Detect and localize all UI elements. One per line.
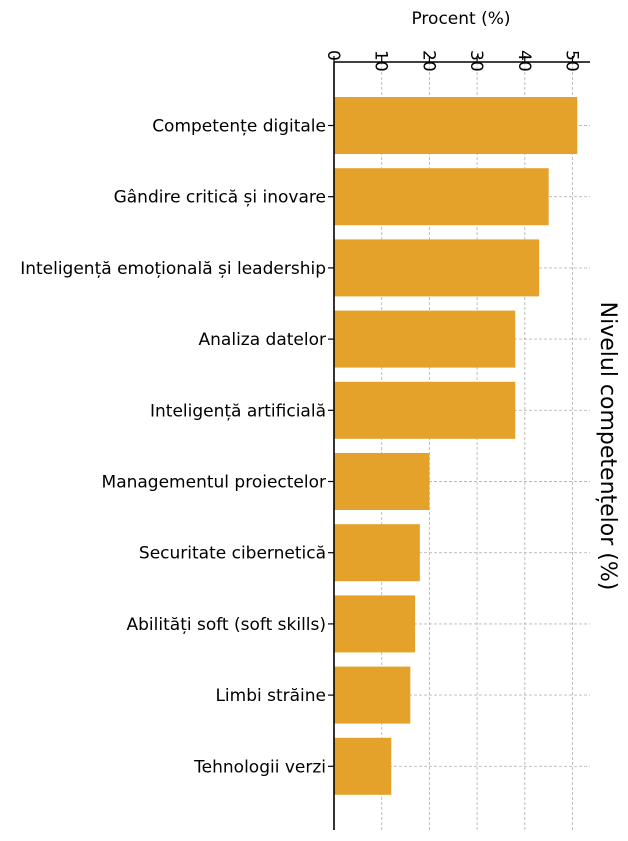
x-tick-label: 20 [418,50,438,72]
x-axis-label: Procent (%) [411,9,510,29]
category-label: Abilități soft (soft skills) [127,615,326,635]
bar [334,524,420,582]
category-label: Tehnologii verzi [193,757,326,777]
bar [334,97,578,154]
chart-title: Nivelul competențelor (%) [595,302,620,591]
x-tick-label: 40 [514,50,534,72]
bar [334,595,416,653]
x-tick-label: 10 [371,50,391,72]
x-tick-label: 50 [562,50,582,72]
category-label: Inteligență artificială [150,401,326,421]
bar [334,453,430,510]
category-label: Competențe digitale [152,117,326,137]
category-label: Inteligență emoțională și leadership [20,259,326,279]
category-label: Analiza datelor [199,330,326,350]
category-labels: Competențe digitale Gândire critică și in… [20,117,326,778]
axes [328,56,590,830]
bar [334,239,540,297]
bar [334,737,392,795]
bars [334,97,578,795]
x-tick-label: 0 [323,50,343,61]
bar [334,666,411,724]
bar [334,381,516,439]
bar [334,310,516,368]
category-label: Gândire critică și inovare [114,188,326,208]
category-label: Limbi străine [215,686,326,706]
tick-labels: 0 10 20 30 40 50 [323,50,582,72]
x-tick-label: 30 [466,50,486,72]
category-label: Securitate cibernetică [139,544,326,564]
bar [334,168,549,226]
category-label: Managementul proiectelor [102,473,326,493]
